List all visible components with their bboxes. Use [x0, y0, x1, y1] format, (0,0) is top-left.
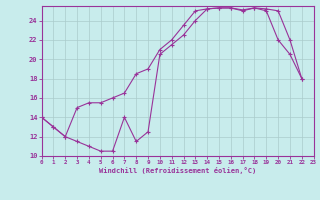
X-axis label: Windchill (Refroidissement éolien,°C): Windchill (Refroidissement éolien,°C)	[99, 167, 256, 174]
